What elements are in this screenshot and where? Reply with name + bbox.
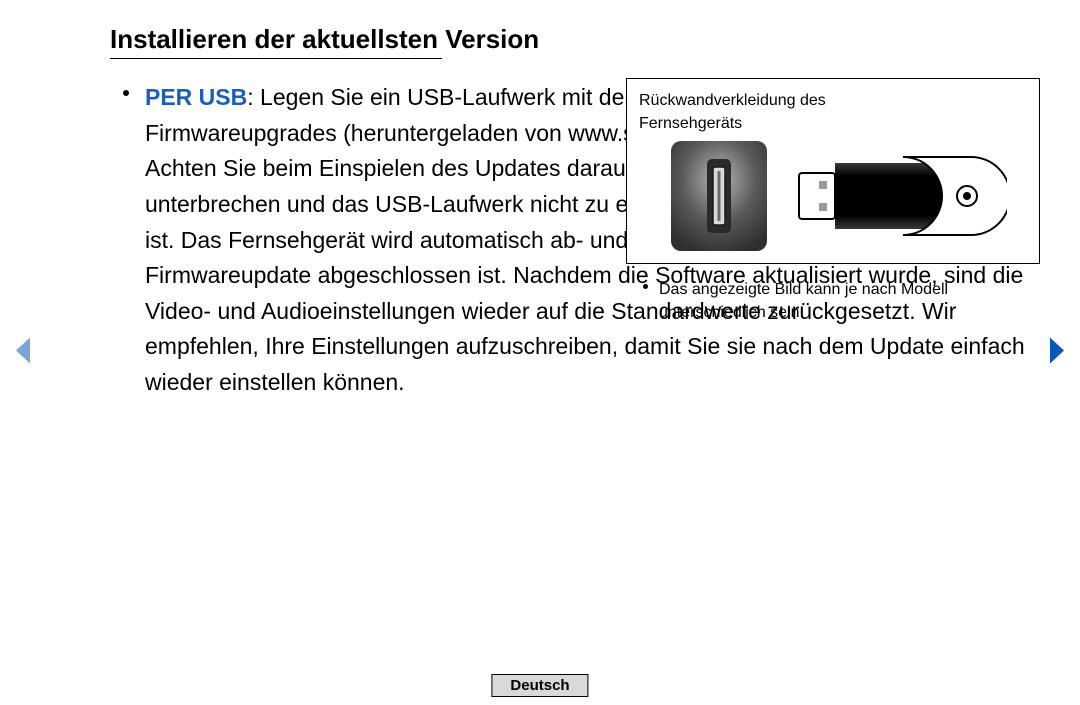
figure-note: Das angezeigte Bild kann je nach Modell … xyxy=(645,278,1040,324)
page-title: Installieren der aktuellsten Version xyxy=(110,24,539,55)
figure-note-text: Das angezeigte Bild kann je nach Modell … xyxy=(659,278,1040,324)
figure-caption-line2: Fernsehgeräts xyxy=(639,115,742,132)
bullet-icon xyxy=(643,284,648,289)
figure-box: Rückwandverkleidung des Fernsehgeräts xyxy=(626,78,1040,264)
bullet-icon xyxy=(123,90,129,96)
nav-next-button[interactable] xyxy=(1048,335,1068,370)
per-usb-label: PER USB xyxy=(145,84,247,110)
chevron-left-icon xyxy=(12,335,32,365)
chevron-right-icon xyxy=(1048,335,1068,365)
figure-caption-line1: Rückwandverkleidung des xyxy=(639,92,826,109)
usb-diagram-icon xyxy=(671,137,1007,255)
language-badge: Deutsch xyxy=(491,674,588,697)
figure-caption: Rückwandverkleidung des Fernsehgeräts xyxy=(639,89,826,135)
nav-prev-button[interactable] xyxy=(12,335,32,370)
title-underline xyxy=(110,58,442,59)
